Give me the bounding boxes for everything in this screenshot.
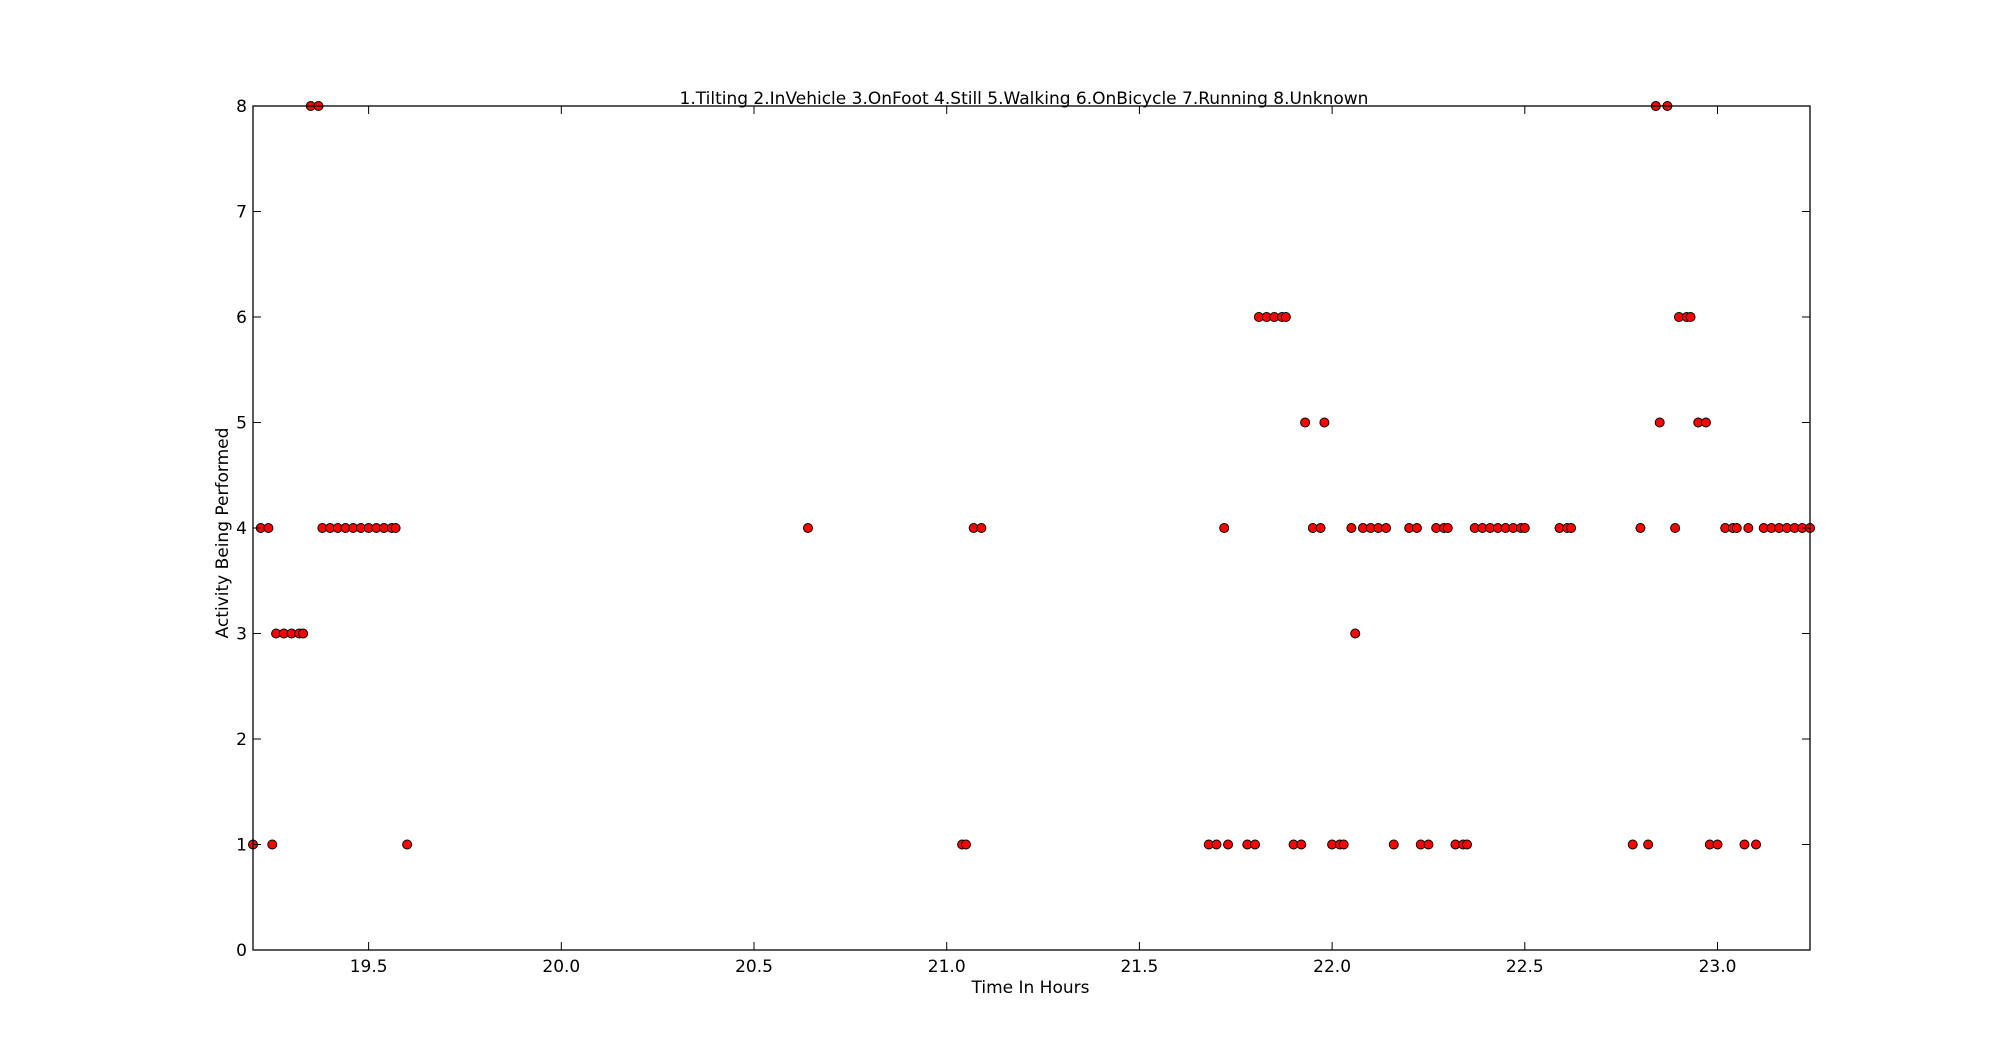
x-tick-label: 22.0	[1313, 957, 1351, 977]
x-tick-label: 20.5	[735, 957, 773, 977]
data-point	[1315, 523, 1326, 533]
data-point	[1219, 523, 1230, 533]
data-point	[298, 628, 309, 639]
data-point	[1670, 523, 1681, 533]
data-point	[1442, 523, 1453, 533]
data-point	[1751, 839, 1762, 850]
data-point	[1635, 523, 1646, 533]
data-point	[402, 839, 413, 850]
y-tick-label: 7	[236, 203, 247, 223]
x-tick-label: 19.5	[350, 957, 388, 977]
data-point	[1461, 839, 1472, 850]
data-point	[1519, 523, 1530, 533]
data-point	[1350, 628, 1361, 639]
data-point	[1739, 839, 1750, 850]
y-tick-label: 3	[236, 625, 247, 645]
chart-title: 1.Tilting 2.InVehicle 3.OnFoot 4.Still 5…	[680, 89, 1369, 109]
data-point	[1566, 523, 1577, 533]
data-point	[1381, 523, 1392, 533]
points-layer	[248, 101, 1815, 850]
data-point	[1654, 417, 1665, 428]
data-point	[1211, 839, 1222, 850]
x-axis-label: Time In Hours	[970, 978, 1089, 998]
data-point	[1250, 839, 1261, 850]
data-point	[1743, 523, 1754, 533]
data-point	[267, 839, 278, 850]
y-tick-label: 2	[236, 730, 247, 750]
y-tick-label: 6	[236, 308, 247, 328]
y-axis-label: Activity Being Performed	[213, 428, 233, 639]
x-tick-label: 21.5	[1120, 957, 1158, 977]
x-tick-label: 21.0	[928, 957, 966, 977]
y-tick-label: 1	[236, 836, 247, 856]
y-tick-label: 4	[236, 519, 247, 539]
data-point	[1319, 417, 1330, 428]
y-tick-label: 0	[236, 941, 247, 961]
data-point	[1643, 839, 1654, 850]
data-point	[1223, 839, 1234, 850]
data-point	[1712, 839, 1723, 850]
data-point	[1346, 523, 1357, 533]
data-point	[1280, 312, 1291, 322]
data-point	[263, 523, 274, 533]
data-point	[1627, 839, 1638, 850]
data-point	[802, 523, 813, 533]
data-point	[1411, 523, 1422, 533]
data-point	[1700, 417, 1711, 428]
data-point	[1685, 312, 1696, 322]
data-point	[1338, 839, 1349, 850]
data-point	[960, 839, 971, 850]
data-point	[1423, 839, 1434, 850]
x-tick-label: 20.0	[542, 957, 580, 977]
data-point	[1731, 523, 1742, 533]
y-tick-label: 5	[236, 414, 247, 434]
x-tick-label: 23.0	[1699, 957, 1737, 977]
data-point	[1296, 839, 1307, 850]
ticks-layer: 19.5 20.0 20.5 21.0 21.5 22.0 22.5 23.0 0 1 2 3 4 5 6 7…	[236, 97, 1810, 977]
y-tick-label: 8	[236, 97, 247, 117]
data-point	[1300, 417, 1311, 428]
data-point	[1388, 839, 1399, 850]
data-point	[976, 523, 987, 533]
x-tick-label: 22.5	[1506, 957, 1544, 977]
data-point	[390, 523, 401, 533]
